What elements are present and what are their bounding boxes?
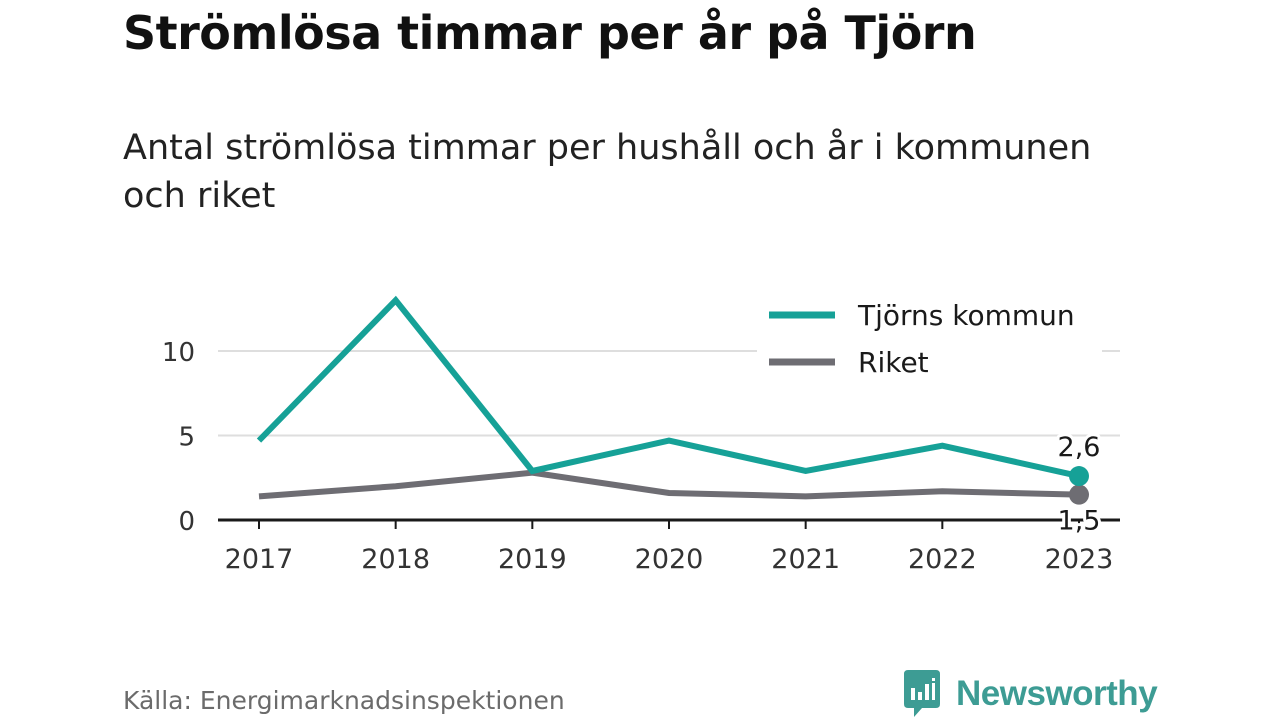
legend-background [757,288,1102,388]
x-tick-label: 2020 [635,544,704,575]
legend-label: Tjörns kommun [857,299,1075,332]
series-line-tj-rns-kommun [256,295,1080,479]
x-tick-label: 2018 [361,544,430,575]
series-end-point [1069,466,1089,487]
source-note: Källa: Energimarknadsinspektionen [123,686,565,715]
x-tick-label: 2021 [771,544,840,575]
series-end-point [1069,484,1089,505]
data-label-end: 1,5 [1058,506,1101,537]
y-tick-label: 0 [178,507,195,537]
y-tick-label: 10 [162,338,195,368]
data-label-end: 2,6 [1058,432,1101,463]
brand-name: Newsworthy [956,674,1158,713]
x-tick-label: 2022 [908,544,977,575]
x-tick-label: 2017 [225,544,294,575]
brand-logo: Newsworthy [902,670,1158,718]
chart-subtitle: Antal strömlösa timmar per hushåll och å… [123,128,1092,216]
y-tick-label: 5 [178,423,195,453]
x-tick-label: 2023 [1045,544,1114,575]
legend-label: Riket [858,346,929,379]
x-tick-label: 2019 [498,544,567,575]
chart-title: Strömlösa timmar per år på Tjörn [123,6,977,60]
series-line-riket [258,469,1080,500]
newsworthy-logo-icon [904,670,940,717]
